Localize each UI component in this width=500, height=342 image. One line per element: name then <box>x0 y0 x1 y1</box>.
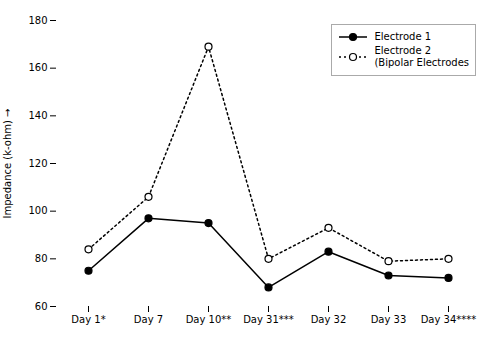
svg-text:Day 34****: Day 34**** <box>421 314 477 325</box>
svg-text:Day 33: Day 33 <box>371 314 407 325</box>
svg-text:Day 32: Day 32 <box>311 314 347 325</box>
svg-text:120: 120 <box>28 158 47 169</box>
html-text:Electrode 1: Electrode 1 <box>374 31 432 42</box>
svg-text:Day 10**: Day 10** <box>186 314 232 325</box>
svg-text:140: 140 <box>28 110 47 121</box>
svg-text:Impedance (k-ohm) →: Impedance (k-ohm) → <box>2 109 13 219</box>
svg-text:100: 100 <box>28 205 47 216</box>
svg-text:Day 7: Day 7 <box>134 314 163 325</box>
svg-text:180: 180 <box>28 15 47 26</box>
svg-text:80: 80 <box>35 253 48 264</box>
svg-text:Day 31***: Day 31*** <box>243 314 294 325</box>
svg-text:Day 1*: Day 1* <box>71 314 105 325</box>
html-text:Electrode 2 (Bipolar Electrode: Electrode 2 (Bipolar Electrodes <box>374 45 469 68</box>
svg-text:160: 160 <box>28 62 47 73</box>
svg-text:60: 60 <box>35 301 48 312</box>
